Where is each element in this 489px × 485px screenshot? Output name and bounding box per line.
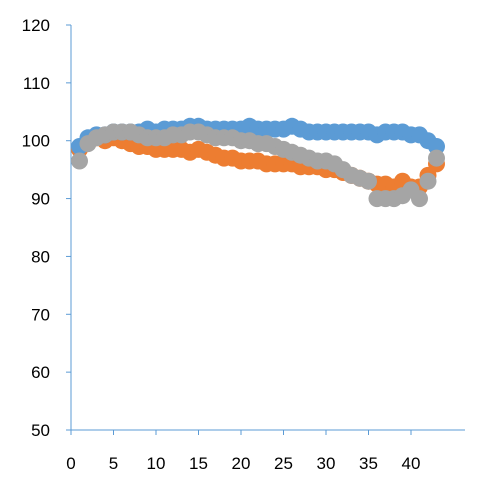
data-point [360,172,377,190]
x-tick-label: 20 [232,454,251,473]
x-tick-label: 15 [189,454,208,473]
data-point [419,172,437,190]
x-axis: 0 5 10 15 20 25 30 35 40 [66,429,465,473]
y-tick-label: 120 [22,16,50,35]
x-tick-label: 25 [274,454,293,473]
y-tick-label: 50 [31,421,50,440]
x-tick-label: 0 [66,454,75,473]
y-tick-label: 110 [23,74,50,93]
data-point [411,190,428,208]
y-tick-label: 100 [22,132,50,151]
x-tick-label: 10 [147,454,166,473]
y-tick-label: 70 [31,305,50,324]
x-tick-label: 30 [317,454,336,473]
x-tick-label: 35 [359,454,378,473]
series-layer [71,117,445,208]
x-tick-label: 40 [402,454,421,473]
data-point [71,152,88,170]
series-3 [71,123,445,208]
y-tick-label: 80 [31,247,50,266]
data-point [428,149,445,167]
x-tick-label: 5 [109,454,118,473]
y-tick-label: 60 [31,363,50,382]
y-tick-label: 90 [31,190,50,209]
y-axis: 50 60 70 80 90 100 110 120 [22,16,72,440]
